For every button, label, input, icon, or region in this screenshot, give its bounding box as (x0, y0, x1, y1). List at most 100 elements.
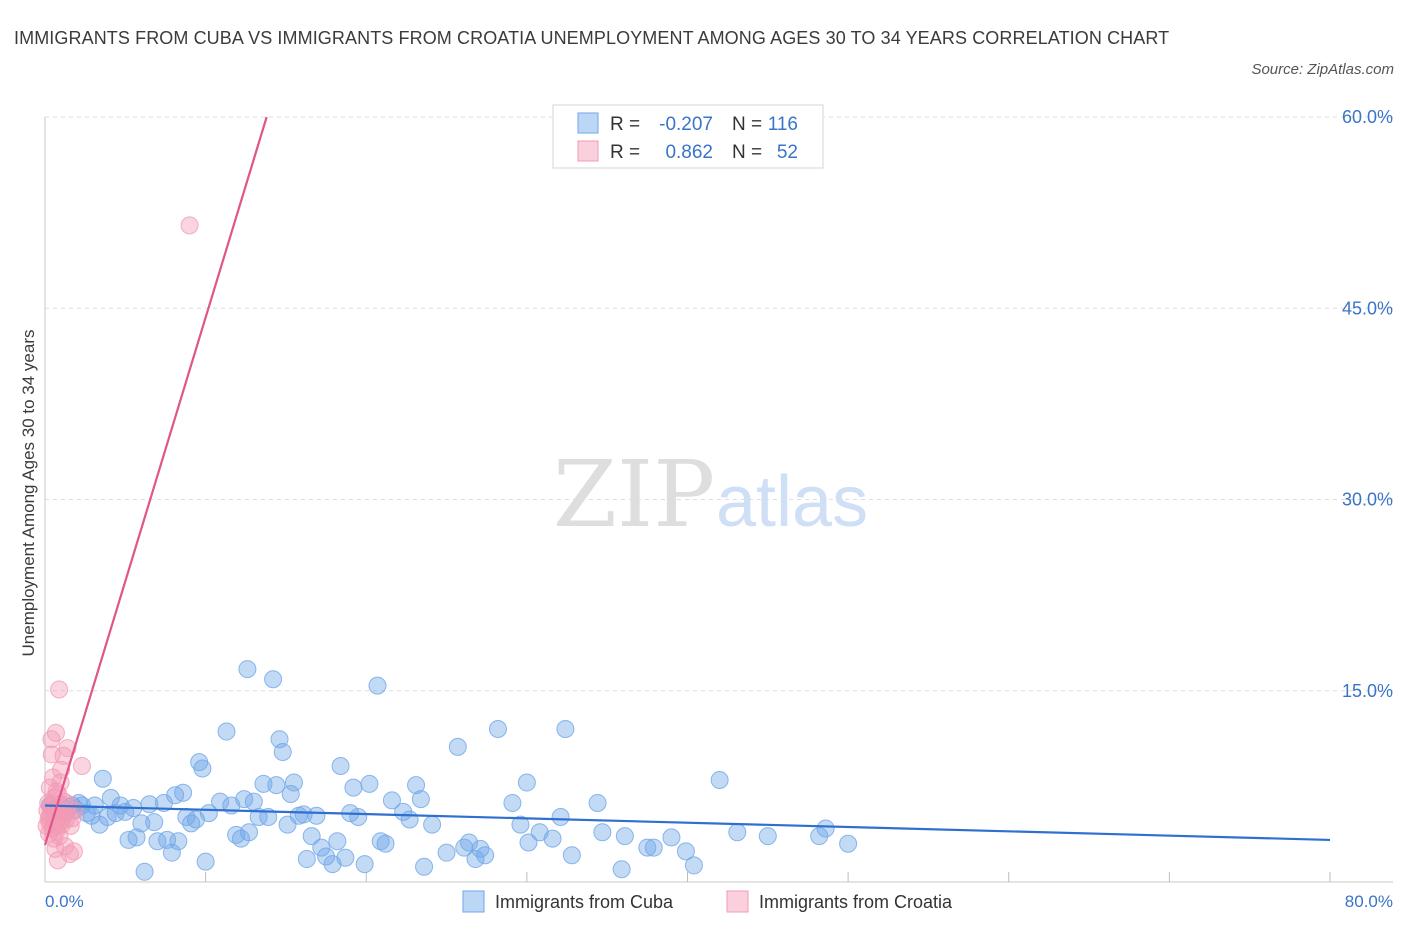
cuba-point-101 (551, 807, 570, 826)
cuba-point-98 (519, 833, 538, 852)
cuba-point-33 (169, 832, 188, 851)
cuba-point-60 (284, 773, 303, 792)
cuba-point-94 (488, 720, 507, 738)
bottom-legend-swatch-cuba (462, 890, 485, 913)
y-axis-label: Unemployment Among Ages 30 to 34 years (19, 330, 38, 657)
cuba-point-50 (244, 792, 263, 811)
cuba-point-115 (758, 827, 777, 846)
cuba-point-27 (145, 813, 164, 832)
croatia-point-43 (59, 795, 78, 814)
y-tick-label-45: 45.0% (1342, 298, 1393, 318)
cuba-point-64 (302, 827, 321, 846)
legend-cuba-r-value: -0.207 (659, 114, 713, 135)
cuba-point-97 (517, 773, 536, 792)
cuba-point-83 (407, 776, 426, 795)
y-tick-label-15: 15.0% (1342, 681, 1393, 701)
cuba-point-66 (312, 838, 331, 857)
cuba-point-23 (127, 828, 146, 847)
y-axis-tick-labels: 15.0% 30.0% 45.0% 60.0% (1342, 107, 1393, 701)
croatia-point-10 (42, 730, 61, 749)
bottom-legend-cuba: Immigrants from Cuba (495, 892, 674, 912)
cuba-point-85 (415, 857, 434, 876)
cuba-point-75 (355, 855, 374, 874)
series-cuba-points (40, 660, 858, 881)
legend-cuba-r-label: R = (610, 114, 640, 135)
bottom-legend-swatch-croatia (726, 890, 749, 913)
cuba-point-24 (132, 814, 151, 833)
cuba-point-82 (400, 810, 419, 829)
cuba-point-63 (297, 850, 316, 869)
cuba-point-65 (307, 806, 326, 825)
cuba-point-70 (331, 756, 350, 775)
legend-swatch-cuba (577, 112, 599, 134)
cuba-point-15 (93, 769, 112, 788)
cuba-point-105 (593, 823, 612, 842)
cuba-point-71 (336, 848, 355, 867)
cuba-point-106 (612, 860, 631, 879)
source-credit: Source: ZipAtlas.com (1251, 61, 1394, 78)
cuba-point-53 (259, 807, 278, 826)
croatia-point-46 (63, 809, 82, 828)
cuba-point-114 (728, 823, 747, 842)
croatia-point-49 (72, 756, 91, 775)
cuba-point-76 (360, 774, 379, 793)
bottom-legend-croatia: Immigrants from Croatia (759, 892, 953, 912)
croatia-point-30 (50, 827, 69, 846)
cuba-point-116 (810, 827, 829, 846)
cuba-point-110 (662, 828, 681, 847)
legend-cuba-n-label: N = (732, 114, 762, 135)
cuba-point-74 (349, 807, 368, 826)
cuba-point-79 (376, 834, 395, 853)
gridlines (45, 116, 1393, 692)
legend-croatia-r-value: 0.862 (665, 142, 713, 163)
cuba-point-54 (264, 670, 283, 689)
cuba-point-100 (543, 829, 562, 848)
cuba-point-80 (382, 791, 401, 810)
cuba-point-86 (423, 815, 442, 834)
cuba-point-92 (471, 839, 490, 858)
watermark-zip: ZIP (553, 441, 715, 548)
cuba-point-13 (85, 796, 104, 815)
cuba-point-34 (174, 783, 193, 802)
croatia-point-48 (65, 801, 84, 820)
cuba-point-55 (267, 776, 286, 795)
cuba-point-118 (839, 834, 858, 853)
croatia-point-45 (61, 816, 80, 835)
cuba-point-78 (371, 832, 390, 851)
cuba-point-87 (437, 843, 456, 862)
croatia-point-21 (46, 723, 65, 742)
cuba-point-91 (466, 850, 485, 869)
chart-title: IMMIGRANTS FROM CUBA VS IMMIGRANTS FROM … (14, 28, 1170, 48)
watermark-atlas: atlas (716, 462, 868, 542)
cuba-point-96 (511, 815, 530, 834)
cuba-point-44 (217, 722, 236, 741)
cuba-point-103 (562, 846, 581, 865)
legend-cuba-n-value: 116 (768, 114, 798, 135)
legend-croatia-r-label: R = (610, 142, 640, 163)
cuba-point-42 (238, 660, 257, 679)
x-tick-label-min: 0.0% (45, 892, 84, 911)
legend-swatch-croatia (577, 140, 599, 162)
series-croatia-points (37, 216, 199, 870)
legend-croatia-n-value: 52 (777, 142, 798, 163)
cuba-point-77 (368, 676, 387, 695)
croatia-point-34 (52, 760, 71, 779)
croatia-point-42 (58, 739, 77, 758)
cuba-point-57 (273, 742, 292, 761)
cuba-point-62 (294, 805, 313, 824)
y-tick-label-30: 30.0% (1342, 490, 1393, 510)
cuba-point-102 (556, 720, 575, 738)
cuba-point-51 (249, 807, 268, 826)
cuba-point-28 (148, 832, 167, 851)
cuba-point-39 (193, 759, 212, 778)
cuba-point-49 (239, 823, 258, 842)
cuba-point-93 (476, 846, 495, 865)
cuba-point-59 (281, 785, 300, 804)
croatia-point-29 (50, 680, 69, 699)
cuba-point-31 (162, 843, 181, 862)
series-legend: Immigrants from Cuba Immigrants from Cro… (462, 890, 953, 913)
cuba-point-112 (684, 856, 703, 875)
cuba-point-40 (196, 852, 215, 871)
trendline-croatia (43, 116, 268, 846)
cuba-point-88 (448, 737, 467, 756)
